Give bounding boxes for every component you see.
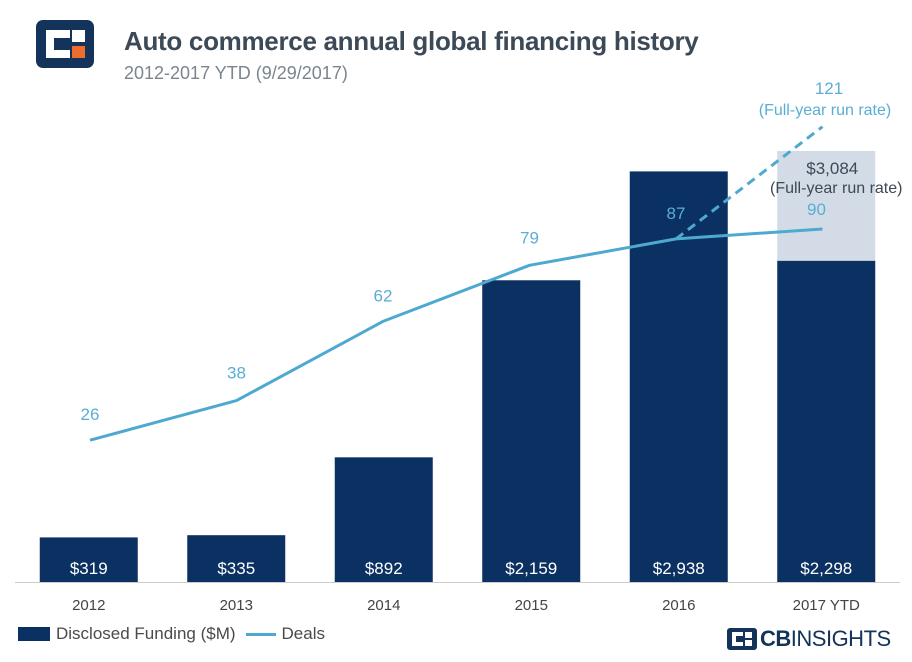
- cb-logo-icon: [36, 20, 94, 73]
- cbinsights-mark-icon: [727, 628, 757, 650]
- deals-value-label-5: 90: [807, 200, 826, 219]
- bar-runrate-2017: [777, 151, 876, 261]
- cbinsights-brand: CBINSIGHTS: [727, 626, 891, 652]
- x-tick-label-2: 2014: [367, 597, 400, 614]
- runrate-deals-label: 121: [815, 79, 843, 98]
- x-tick-label-5: 2017 YTD: [793, 597, 860, 614]
- runrate-bar-note: (Full-year run rate): [770, 180, 902, 197]
- legend-deals-label: Deals: [281, 624, 325, 643]
- deals-value-label-4: 87: [667, 204, 686, 223]
- brand-bold: CB: [760, 626, 791, 651]
- bar-value-label-5: $2,298: [800, 559, 852, 578]
- deals-value-label-3: 79: [520, 228, 539, 247]
- bar-value-label-1: $335: [217, 559, 255, 578]
- runrate-bar-label: $3,084: [806, 159, 858, 178]
- x-tick-label-4: 2016: [662, 597, 695, 614]
- chart-title: Auto commerce annual global financing hi…: [124, 26, 699, 56]
- bar-5: [777, 260, 876, 582]
- bar-3: [482, 280, 581, 582]
- deals-runrate-dashed-line: [675, 125, 824, 241]
- x-tick-label-1: 2013: [220, 597, 253, 614]
- bar-0: [39, 537, 138, 582]
- cbinsights-wordmark: CBINSIGHTS: [760, 626, 891, 652]
- legend-funding-label: Disclosed Funding ($M): [56, 624, 236, 643]
- legend-funding-swatch: [18, 627, 50, 641]
- deals-value-label-1: 38: [227, 364, 246, 383]
- bar-1: [187, 535, 286, 582]
- bar-value-label-3: $2,159: [505, 559, 557, 578]
- bar-value-label-0: $319: [70, 559, 108, 578]
- legend: Disclosed Funding ($M) Deals: [18, 624, 325, 644]
- chart-subtitle: 2012-2017 YTD (9/29/2017): [124, 63, 348, 83]
- bar-4: [629, 171, 728, 582]
- deals-value-label-2: 62: [374, 286, 393, 305]
- brand-light: INSIGHTS: [790, 626, 891, 651]
- bar-value-label-4: $2,938: [653, 559, 705, 578]
- bar-2: [334, 457, 433, 582]
- x-tick-label-0: 2012: [72, 597, 105, 614]
- deals-value-label-0: 26: [81, 405, 100, 424]
- bar-value-label-2: $892: [365, 559, 403, 578]
- runrate-deals-note: (Full-year run rate): [759, 102, 891, 119]
- legend-deals-swatch: [245, 632, 276, 636]
- x-tick-label-3: 2015: [515, 597, 548, 614]
- deals-line: [89, 227, 823, 442]
